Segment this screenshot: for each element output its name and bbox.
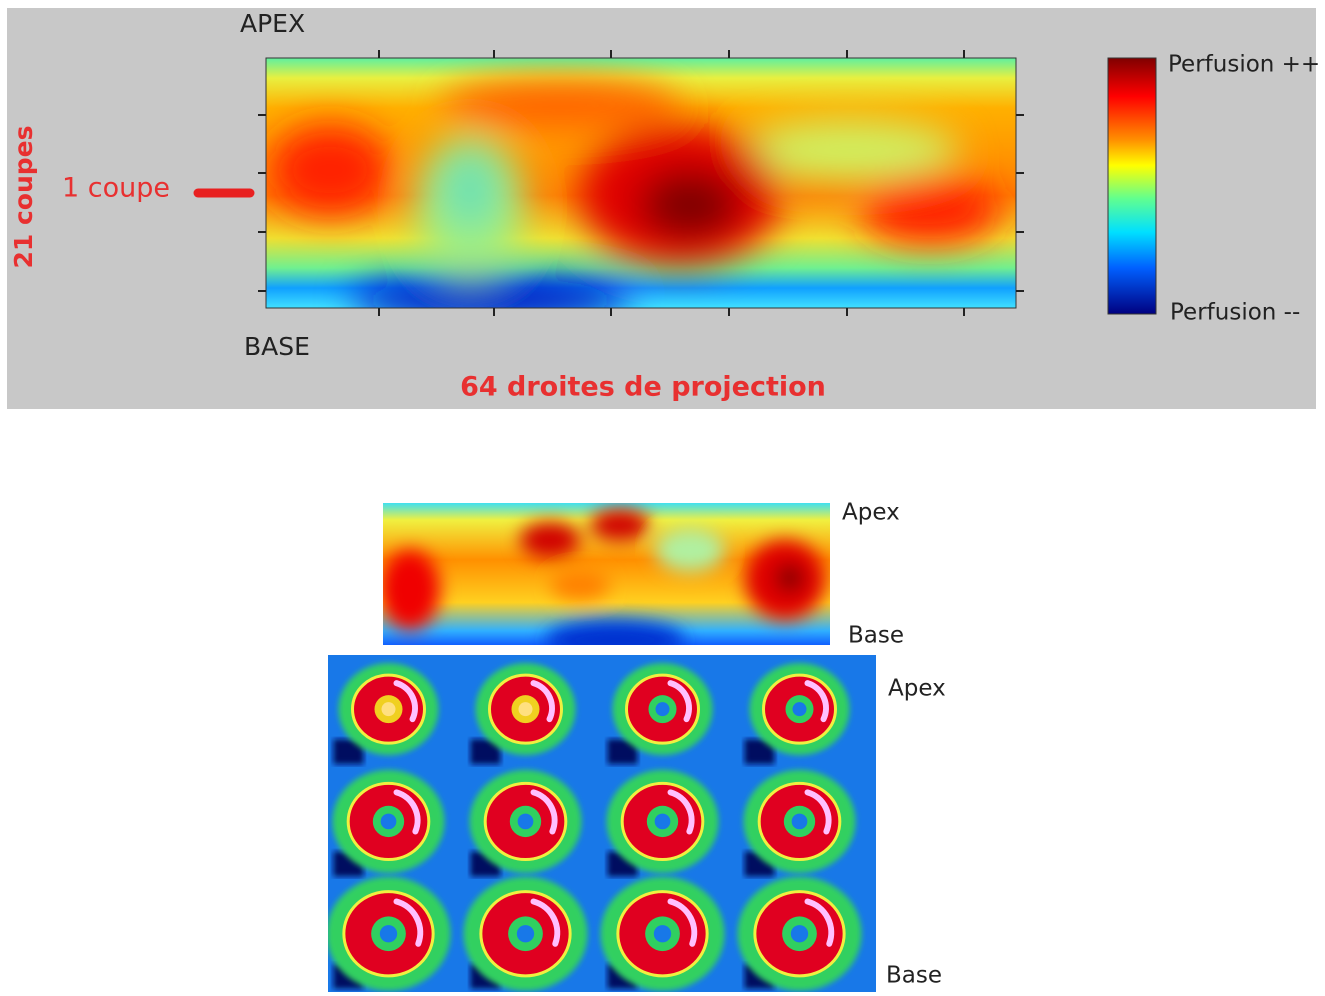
slice-highlight — [530, 680, 555, 723]
colorbar-high-label: Perfusion ++ — [1168, 52, 1320, 78]
tick-marks — [258, 50, 1024, 316]
heatmap — [266, 58, 1016, 308]
slice-center — [517, 813, 534, 830]
heatmap-frame — [265, 57, 1017, 309]
rows-label: 21 coupes — [9, 125, 38, 268]
slice-highlight — [530, 789, 558, 835]
slice-highlight — [530, 898, 561, 947]
slice-center — [516, 925, 535, 943]
slice — [606, 769, 719, 877]
slice-highlight — [804, 789, 832, 835]
base-label: BASE — [244, 332, 310, 361]
slice-highlight — [393, 789, 421, 835]
slice — [328, 876, 451, 991]
slice — [332, 769, 445, 877]
slices-base-label: Base — [886, 963, 942, 989]
slice-center — [790, 925, 809, 943]
slice-center — [654, 813, 671, 830]
polar-map — [383, 503, 830, 645]
slice-highlight — [667, 789, 695, 835]
slice-center — [379, 925, 398, 943]
columns-label: 64 droites de projection — [460, 372, 826, 403]
map-apex-label: Apex — [842, 500, 900, 526]
colorbar-low-label: Perfusion -- — [1170, 300, 1300, 326]
slice-grid — [328, 655, 876, 992]
slice — [333, 663, 439, 765]
slice — [470, 663, 576, 765]
slice-center — [655, 702, 670, 717]
slice — [469, 769, 582, 877]
slice-highlight — [393, 898, 424, 947]
slice — [607, 663, 713, 765]
slice-highlight — [804, 680, 829, 723]
slices-apex-label: Apex — [888, 676, 946, 702]
slice — [463, 876, 588, 991]
row-marker-label: 1 coupe — [62, 173, 170, 204]
slice-highlight — [804, 898, 835, 947]
slice-center — [653, 925, 672, 943]
slice-highlight — [667, 898, 698, 947]
apex-label: APEX — [240, 9, 305, 38]
slice-center — [518, 702, 533, 717]
slice-center — [791, 813, 808, 830]
slice — [600, 876, 725, 991]
slice — [737, 876, 862, 991]
slice — [743, 769, 856, 877]
slice-highlight — [393, 680, 418, 723]
slice-highlight — [667, 680, 692, 723]
colorbar — [1107, 57, 1157, 315]
slice-center — [792, 702, 807, 717]
slice-center — [381, 702, 396, 717]
map-base-label: Base — [848, 623, 904, 649]
slice-center — [380, 813, 397, 830]
slice — [744, 663, 850, 765]
